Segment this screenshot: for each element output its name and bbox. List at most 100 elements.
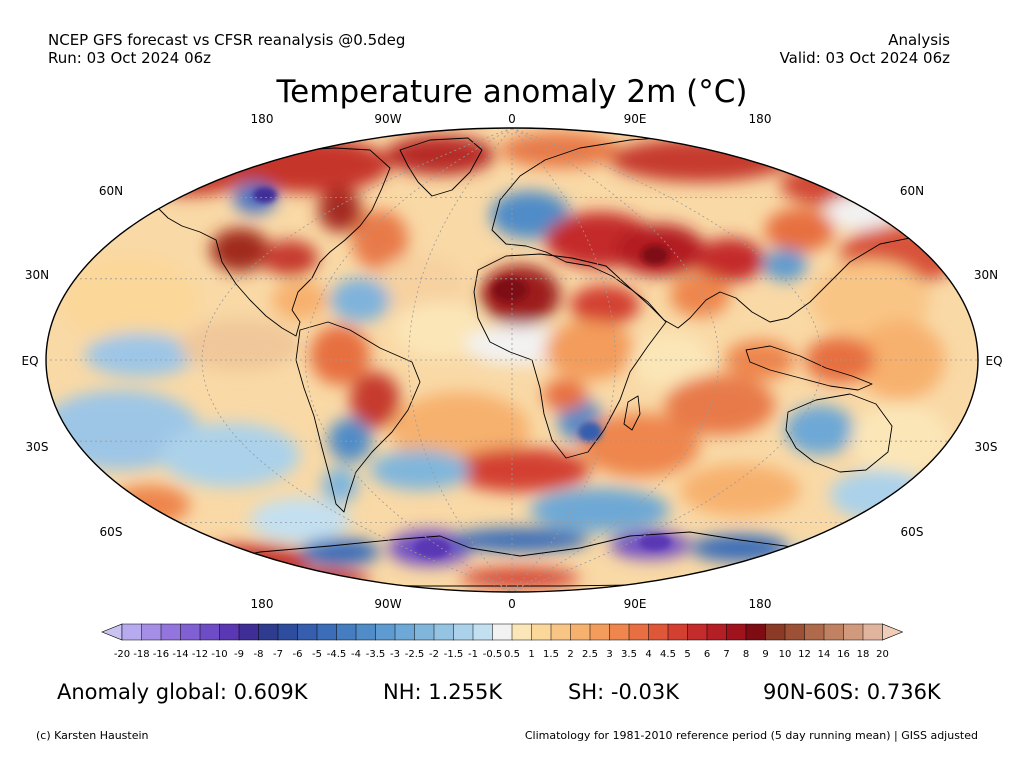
colorbar-max-triangle — [882, 623, 904, 641]
anomaly-patch — [765, 208, 835, 252]
colorbar-segment — [297, 623, 318, 641]
colorbar-tick-label: -10 — [211, 649, 227, 660]
colorbar-segment — [784, 623, 806, 641]
anomaly-patch — [300, 538, 380, 566]
anomaly-patch — [500, 132, 620, 168]
globe-border — [45, 127, 979, 593]
anomaly-patch — [210, 228, 270, 272]
colorbar-tick-label: -4 — [351, 649, 361, 660]
lat-label-right: 60N — [900, 184, 924, 198]
anomaly-patch — [85, 333, 195, 377]
anomaly-patch — [385, 135, 495, 175]
colorbar-tick-label: 4.5 — [660, 649, 676, 660]
anomaly-patch — [352, 210, 408, 270]
colorbar-tick-label: -2 — [429, 649, 439, 660]
stat-global: Anomaly global: 0.609K — [57, 680, 308, 704]
map-title: Temperature anomaly 2m (°C) — [276, 74, 748, 110]
colorbar-segment — [336, 623, 357, 641]
anomaly-patch — [390, 392, 530, 468]
colorbar-segment — [472, 623, 494, 641]
colorbar-tick-label: -4.5 — [327, 649, 347, 660]
anomaly-core — [641, 245, 669, 265]
lon-label-top: 0 — [508, 112, 516, 126]
lon-label-bottom: 90E — [624, 597, 647, 611]
anomaly-patch — [322, 467, 358, 503]
anomaly-patch — [580, 413, 700, 477]
anomaly-patch — [850, 405, 950, 475]
colorbar-tick-label: 4 — [645, 649, 651, 660]
header-right: Analysis Valid: 03 Oct 2024 06z — [780, 31, 950, 67]
colorbar-segment — [609, 623, 630, 641]
anomaly-patch — [250, 568, 370, 592]
anomaly-core — [578, 422, 602, 442]
colorbar-tick-label: -18 — [133, 649, 149, 660]
lon-label-bottom: 0 — [508, 597, 516, 611]
colorbar-segment — [765, 623, 786, 641]
anomaly-patch — [545, 320, 635, 380]
anomaly-patch — [190, 544, 310, 576]
colorbar-segment — [804, 623, 825, 641]
anomaly-patch — [60, 255, 200, 345]
colorbar-segment — [433, 623, 455, 641]
colorbar-tick-label: 1.5 — [543, 649, 559, 660]
colorbar-tick-label: 16 — [837, 649, 850, 660]
africa-outline — [473, 253, 667, 459]
colorbar-segment — [141, 623, 162, 641]
anomaly-patch — [450, 528, 590, 552]
colorbar-tick-label: 12 — [798, 649, 811, 660]
colorbar-tick-label: 2.5 — [582, 649, 598, 660]
colorbar-segment — [375, 623, 396, 641]
colorbar-segment — [570, 623, 591, 641]
meridian-line — [511, 128, 719, 592]
lat-label-left: 60N — [99, 184, 123, 198]
header-left: NCEP GFS forecast vs CFSR reanalysis @0.… — [48, 31, 405, 67]
meridian-line — [305, 128, 513, 592]
anomaly-patch — [570, 285, 640, 325]
meridian-line — [511, 128, 616, 592]
anomaly-patch — [330, 278, 390, 322]
longitude-labels-bottom: 180 90W 0 90E 180 — [251, 597, 772, 611]
anomaly-core — [253, 187, 277, 203]
colorbar-tick-label: -3 — [390, 649, 400, 660]
lon-label-top: 90E — [624, 112, 647, 126]
anomaly-patch — [543, 379, 587, 411]
anomaly-patch — [450, 448, 590, 492]
anomaly-patch — [763, 249, 807, 281]
lat-label-right: EQ — [985, 354, 1002, 368]
colorbar-segment — [648, 623, 669, 641]
anomaly-patch — [110, 485, 190, 525]
colorbar-segment — [862, 623, 884, 641]
lat-label-right: 30S — [975, 440, 998, 454]
south-america-outline — [295, 321, 421, 513]
colorbar-segment — [180, 623, 201, 641]
lat-label-left: EQ — [21, 354, 38, 368]
colorbar-segment — [726, 623, 747, 641]
colorbar-tick-label: -1.5 — [444, 649, 464, 660]
colorbar-tick-label: 6 — [704, 649, 710, 660]
copyright: (c) Karsten Haustein — [36, 729, 149, 742]
colorbar-segment — [414, 623, 435, 641]
anomaly-patch — [670, 273, 730, 317]
colorbar-segment — [843, 623, 864, 641]
anomaly-patch — [825, 194, 895, 230]
anomaly-patch — [460, 568, 580, 588]
colorbar-tick-label: -20 — [114, 649, 130, 660]
colorbar-segment — [511, 623, 533, 641]
colorbar-segment — [160, 623, 182, 641]
meridian-line — [511, 128, 823, 592]
colorbar-segment — [706, 623, 728, 641]
anomaly-patch — [328, 418, 372, 462]
colorbar-tick-label: -1 — [468, 649, 478, 660]
colorbar-segment — [277, 623, 299, 641]
colorbar-tick-label: -9 — [234, 649, 244, 660]
colorbar-segment — [667, 623, 689, 641]
north-america-outline — [149, 147, 391, 337]
colorbar-segment — [394, 623, 416, 641]
anomaly-patch — [665, 375, 775, 435]
colorbar-segment — [492, 623, 513, 641]
latitude-labels-left: 60N 30N EQ 30S 60S — [21, 184, 123, 539]
lon-label-bottom: 180 — [749, 597, 772, 611]
anomaly-patch — [610, 138, 790, 182]
antarctica-outline — [209, 531, 881, 587]
